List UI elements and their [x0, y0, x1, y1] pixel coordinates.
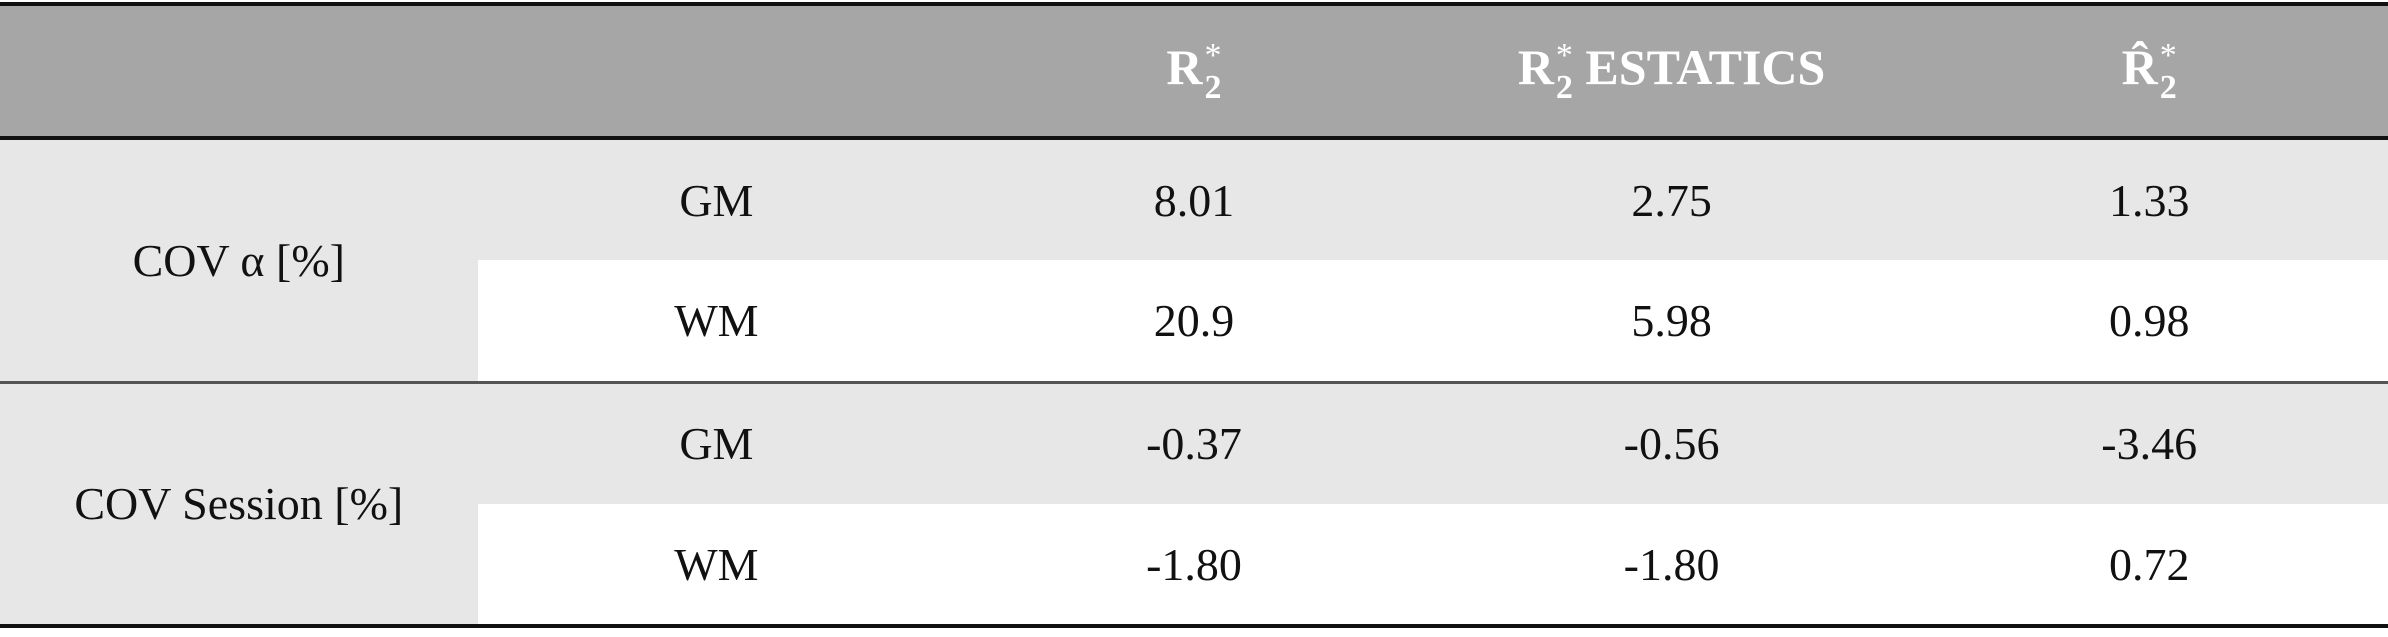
- column-header: R * 2 ESTATICS: [1433, 4, 1911, 138]
- value-cell: -3.46: [1910, 382, 2388, 504]
- value-cell: 0.72: [1910, 504, 2388, 626]
- tissue-label: WM: [477, 504, 956, 626]
- superscript: *: [1555, 36, 1573, 74]
- table-body: COV α [%] GM 8.01 2.75 1.33 WM 20.9 5.98 0.98 COV…: [0, 138, 2388, 626]
- symbol-scripts: * 2: [2159, 36, 2177, 107]
- value-cell: 8.01: [955, 138, 1433, 260]
- subscript: 2: [1204, 69, 1222, 107]
- group-label: COV Session [%]: [0, 382, 478, 626]
- header-suffix: ESTATICS: [1585, 38, 1826, 95]
- tissue-label: GM: [477, 382, 956, 504]
- table-row: WM 20.9 5.98 0.98: [0, 260, 2388, 382]
- column-header: R̂ * 2: [1910, 4, 2388, 138]
- table-row: WM -1.80 -1.80 0.72: [0, 504, 2388, 626]
- value-cell: 5.98: [1432, 260, 1911, 382]
- group-label: COV α [%]: [0, 138, 478, 382]
- subscript: 2: [1555, 69, 1573, 107]
- superscript: *: [1204, 36, 1222, 74]
- tissue-label: GM: [477, 138, 956, 260]
- value-cell: -0.56: [1432, 382, 1911, 504]
- value-cell: -1.80: [955, 504, 1433, 626]
- value-cell: -0.37: [955, 382, 1433, 504]
- symbol-base: R: [1517, 38, 1554, 95]
- value-cell: 20.9: [955, 260, 1433, 382]
- header-row: R * 2 R * 2 ESTATICS R̂ * 2: [0, 4, 2388, 138]
- tissue-label: WM: [477, 260, 956, 382]
- symbol-scripts: * 2: [1555, 36, 1573, 107]
- symbol-base: R̂: [2121, 38, 2158, 95]
- value-cell: -1.80: [1432, 504, 1911, 626]
- table-row: COV α [%] GM 8.01 2.75 1.33: [0, 138, 2388, 382]
- table-row: COV Session [%] GM -0.37 -0.56 -3.46: [0, 382, 2388, 626]
- value-cell: 0.98: [1910, 260, 2388, 382]
- symbol-base: R: [1166, 38, 1203, 95]
- subscript: 2: [2159, 69, 2177, 107]
- value-cell: 2.75: [1432, 138, 1911, 260]
- header-empty: [478, 4, 956, 138]
- value-cell: 1.33: [1910, 138, 2388, 260]
- column-header: R * 2: [955, 4, 1433, 138]
- symbol-scripts: * 2: [1204, 36, 1222, 107]
- superscript: *: [2159, 36, 2177, 74]
- header-empty: [0, 4, 478, 138]
